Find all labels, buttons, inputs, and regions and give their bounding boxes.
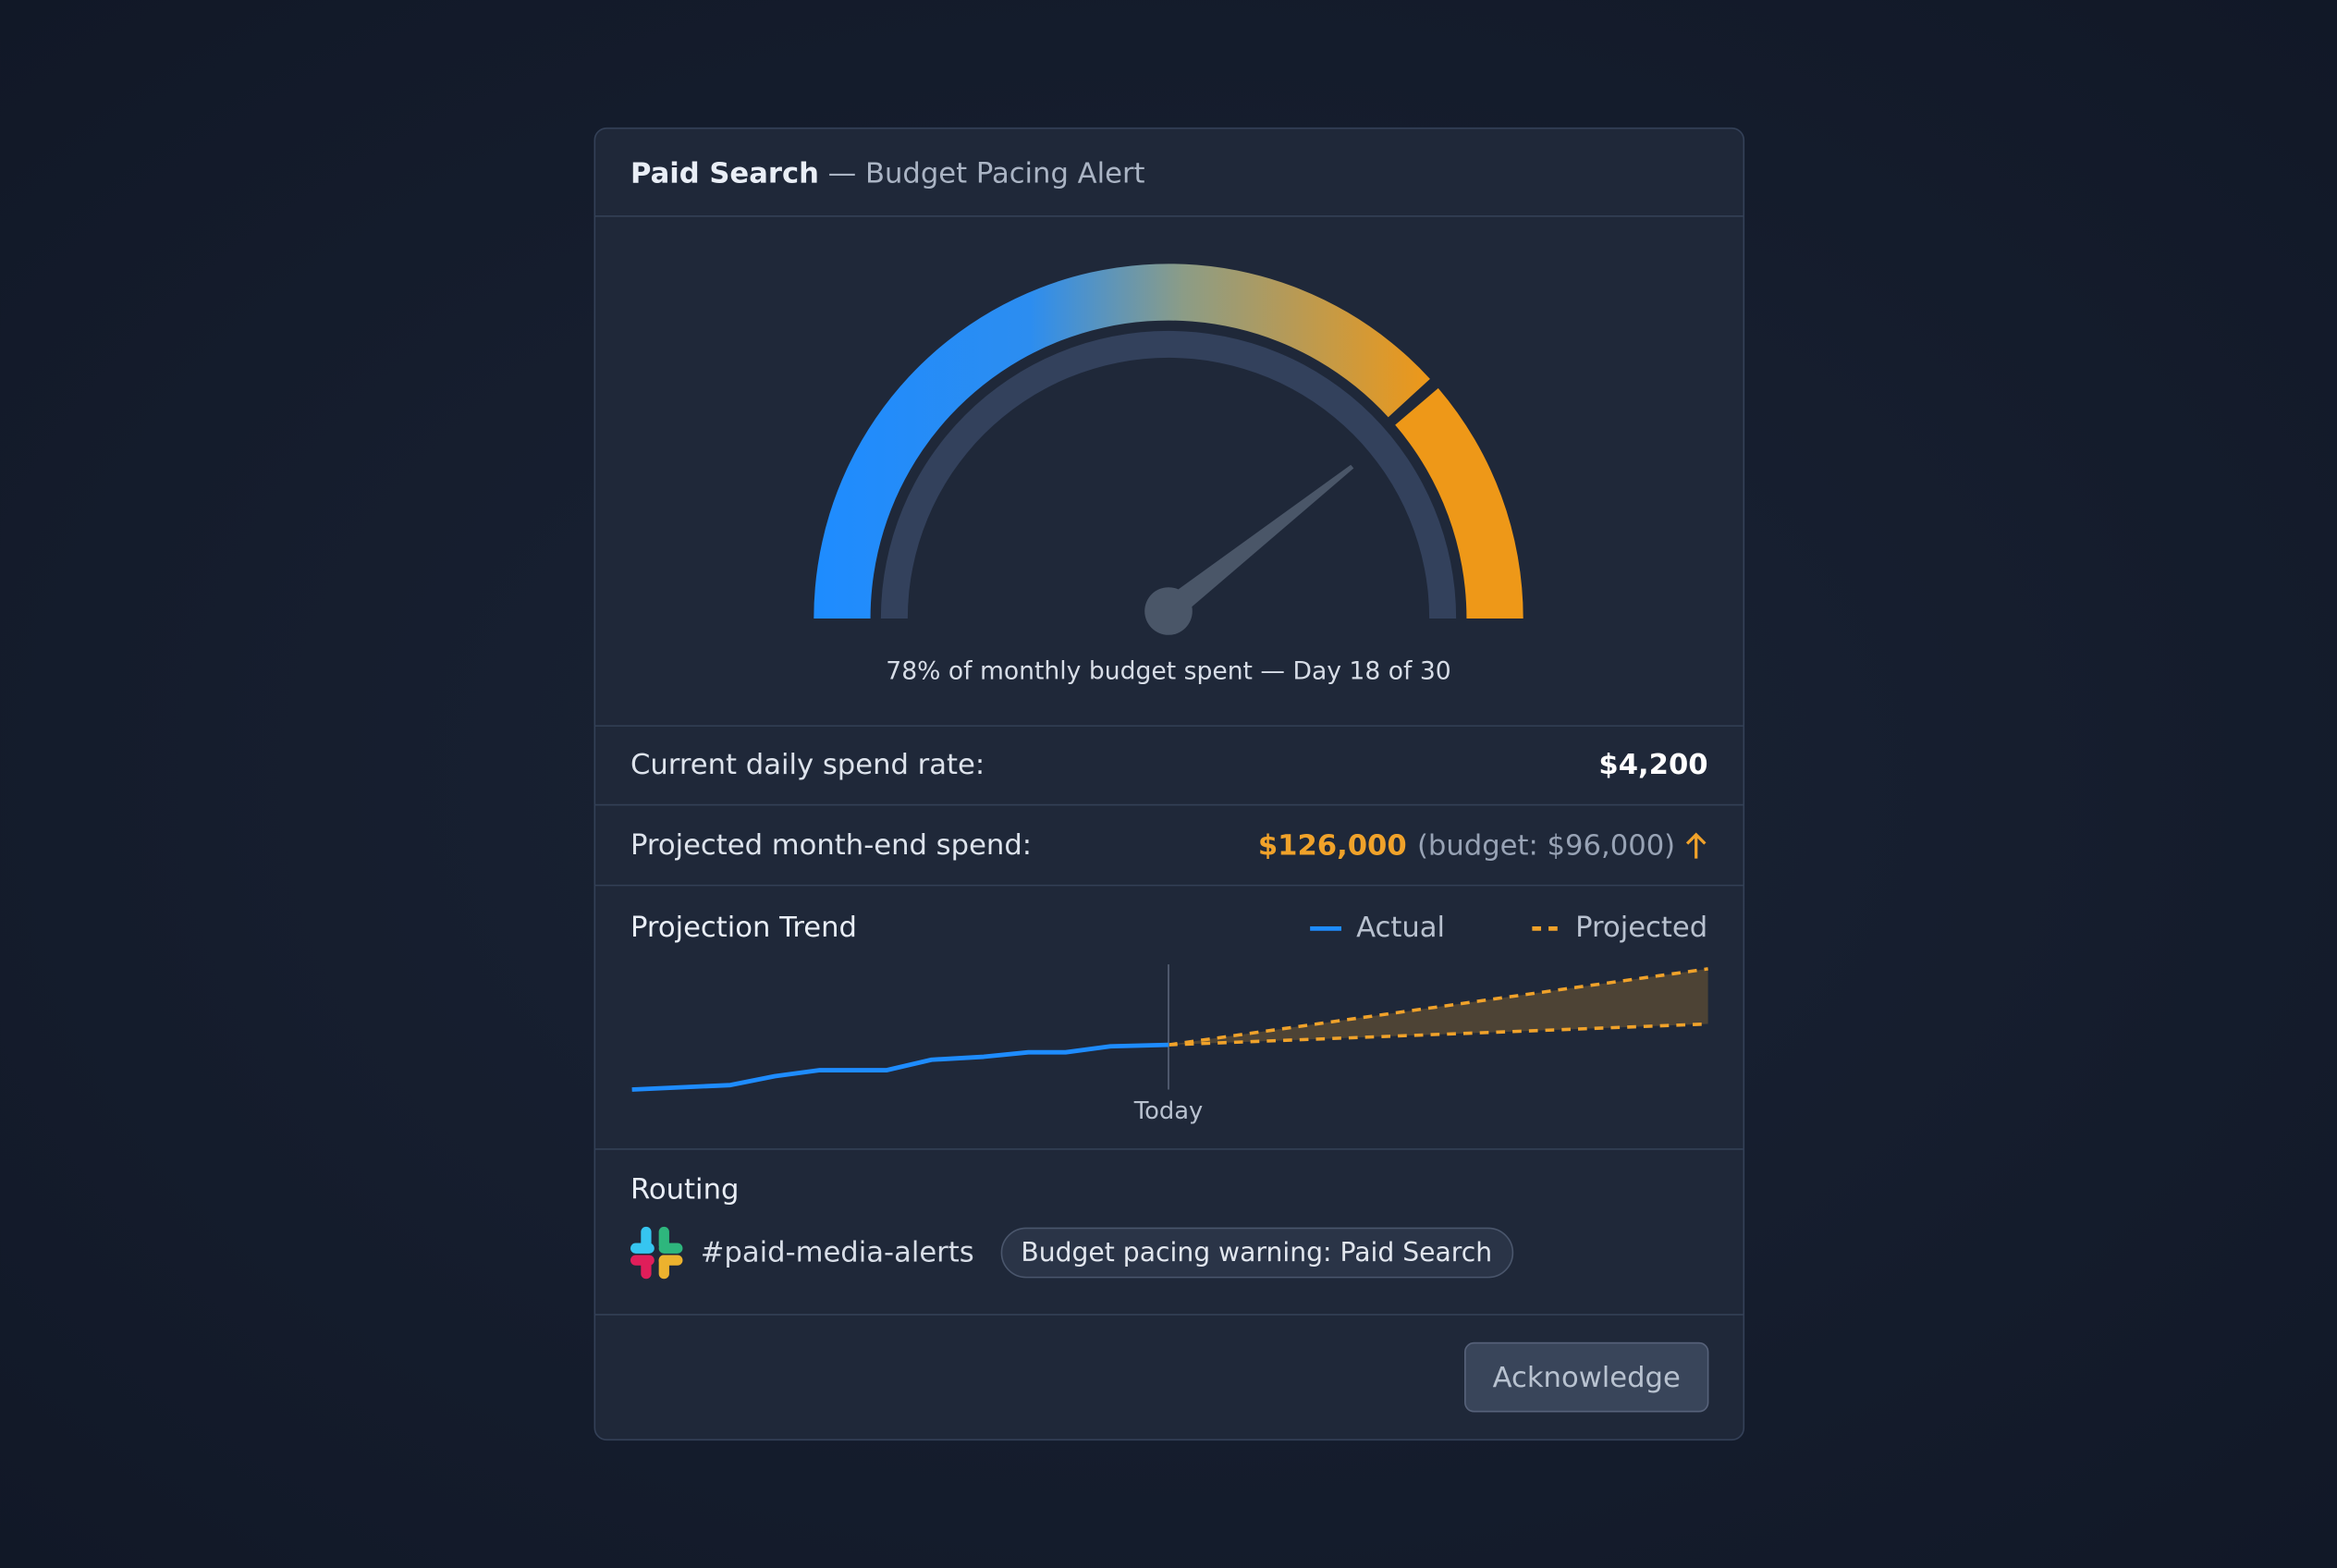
- legend-label: Projected: [1575, 912, 1707, 944]
- metric-label: Current daily spend rate:: [630, 749, 985, 781]
- gauge-arc-main: [814, 263, 1430, 619]
- metric-value: $4,200: [1598, 749, 1707, 781]
- header-subtitle: — Budget Pacing Alert: [828, 157, 1145, 190]
- channel-name: #paid-media-alerts: [701, 1236, 974, 1268]
- button-body[interactable]: [1464, 1341, 1709, 1413]
- gauge-hub: [1144, 587, 1193, 635]
- legend-label: Actual: [1356, 912, 1445, 944]
- trend-title: Projection Trend: [630, 912, 857, 944]
- acknowledge-button[interactable]: Acknowledge: [1464, 1341, 1709, 1413]
- gauge: [814, 263, 1523, 635]
- up-arrow-icon: [1685, 832, 1707, 859]
- gauge-caption: 78% of monthly budget spent — Day 18 of …: [886, 657, 1450, 686]
- projection-upper: [1168, 967, 1708, 1047]
- gauge-needle: [1160, 464, 1354, 620]
- metric-value: $126,000: [1258, 829, 1407, 862]
- routing-title: Routing: [630, 1174, 739, 1207]
- message-text: Budget pacing warning: Paid Search: [1021, 1237, 1492, 1268]
- metric-label: Projected month-end spend:: [630, 829, 1032, 862]
- projection-lower: [1168, 1022, 1708, 1047]
- message-pill: [1000, 1227, 1514, 1279]
- metric-note: (budget: $96,000): [1417, 829, 1675, 862]
- today-label: Today: [1133, 1097, 1204, 1125]
- header-title: Paid Search: [630, 157, 819, 190]
- slack-icon: [630, 1226, 683, 1280]
- gauge-arc-alert: [1395, 387, 1523, 619]
- card-header: Paid Search — Budget Pacing Alert: [630, 157, 1145, 190]
- button-label[interactable]: Acknowledge: [1493, 1362, 1681, 1394]
- actual-line: [631, 1042, 1169, 1092]
- metric-value-line: $126,000 (budget: $96,000): [1258, 829, 1675, 862]
- dividers: [594, 214, 1744, 1316]
